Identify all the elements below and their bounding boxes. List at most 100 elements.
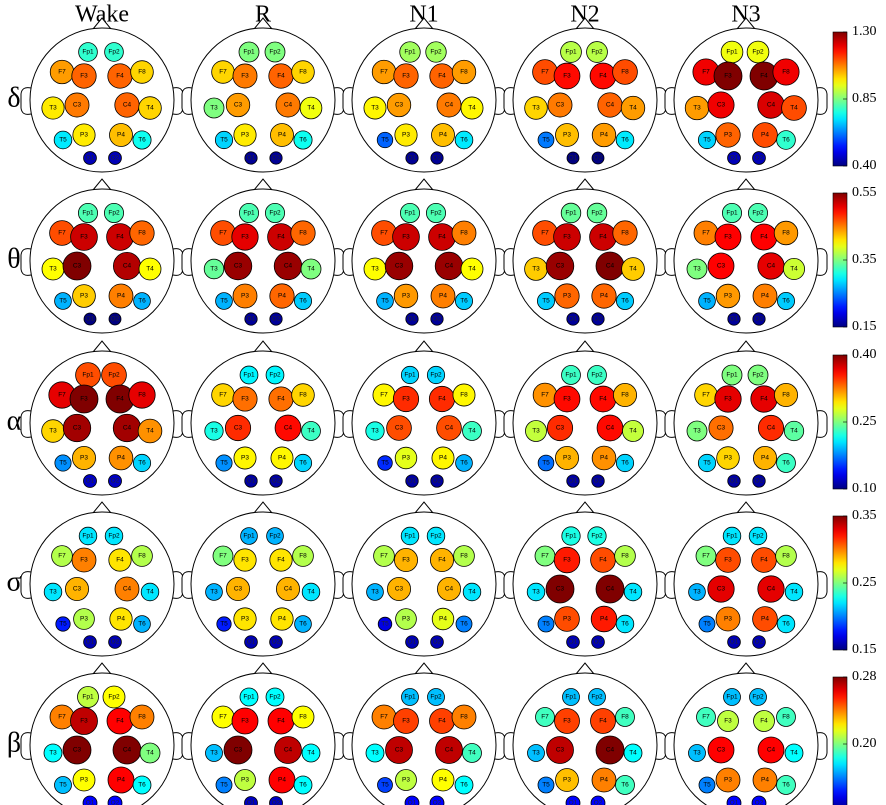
electrode-label: Fp1 <box>726 694 738 701</box>
electrode <box>108 445 134 471</box>
electrode <box>722 526 742 546</box>
ear <box>20 87 32 115</box>
electrode-label: Fp2 <box>430 372 442 379</box>
electrode <box>430 635 444 649</box>
electrode <box>747 364 769 386</box>
electrode-label: Fp2 <box>591 210 603 217</box>
electrode-label: P3 <box>402 132 410 139</box>
head <box>664 17 828 173</box>
electrode <box>404 795 420 805</box>
electrode-label: T5 <box>381 782 389 789</box>
electrode <box>715 547 741 573</box>
electrode-label: T5 <box>703 137 711 144</box>
electrode-label: O2 <box>272 155 281 162</box>
electrode-label: C4 <box>123 586 132 593</box>
electrode <box>774 382 799 407</box>
electrode-label: O1 <box>408 639 417 646</box>
electrode <box>269 283 295 309</box>
electrode-label: T3 <box>532 750 540 757</box>
head <box>181 501 345 657</box>
electrode-label: T3 <box>532 589 540 596</box>
electrode-label: P4 <box>761 777 769 784</box>
ear <box>342 571 354 599</box>
electrode-label: F7 <box>380 553 388 560</box>
electrode-label: C3 <box>556 263 565 270</box>
head <box>503 17 667 173</box>
nose <box>575 178 595 191</box>
electrode-label: C3 <box>556 586 565 593</box>
electrode <box>425 202 446 223</box>
electrode <box>130 60 154 84</box>
electrode <box>555 445 580 470</box>
nose <box>253 662 273 675</box>
head <box>503 662 667 805</box>
electrode <box>715 283 741 309</box>
electrode <box>265 687 285 707</box>
ear <box>816 732 828 760</box>
head <box>342 178 506 334</box>
electrode-label: T4 <box>790 428 798 435</box>
electrode-label: O1 <box>569 639 578 646</box>
electrode-label: Fp1 <box>82 49 94 56</box>
electrode <box>723 688 741 706</box>
colorbar-tick-label: 0.15 <box>852 319 877 334</box>
ear <box>503 410 515 438</box>
electrode-label: T3 <box>210 105 218 112</box>
electrode <box>265 365 285 385</box>
electrode <box>78 202 99 223</box>
electrode-label: O2 <box>755 800 764 805</box>
electrode-label: F8 <box>621 69 629 76</box>
electrode <box>291 705 315 729</box>
electrode-label: Fp1 <box>82 533 94 540</box>
electrode-label: T6 <box>460 298 468 305</box>
electrode-label: T4 <box>468 750 476 757</box>
electrode <box>451 59 477 85</box>
electrode-label: P4 <box>439 293 447 300</box>
electrode <box>102 685 126 709</box>
electrode-label: F8 <box>138 69 146 76</box>
electrode <box>232 283 258 309</box>
head <box>20 17 184 173</box>
head-outline <box>351 672 497 805</box>
electrode-label: T4 <box>629 589 637 596</box>
electrode-label: Fp1 <box>565 210 577 217</box>
electrode-label: Fp2 <box>752 49 764 56</box>
electrode <box>269 474 283 488</box>
electrode-label: O1 <box>569 155 578 162</box>
electrode-label: T5 <box>703 298 711 305</box>
electrode-label: F7 <box>219 69 227 76</box>
electrode-label: F8 <box>460 553 468 560</box>
electrode-label: T5 <box>381 460 389 467</box>
electrode-label: P4 <box>761 616 769 623</box>
electrode-label: T6 <box>299 460 307 467</box>
electrode-label: C3 <box>73 586 82 593</box>
electrode <box>72 123 96 147</box>
electrode <box>223 251 253 281</box>
electrode <box>231 707 259 735</box>
head <box>342 501 506 657</box>
head <box>664 178 828 334</box>
electrode <box>727 312 741 326</box>
electrode <box>139 742 161 764</box>
electrode <box>537 454 555 472</box>
ear <box>342 732 354 760</box>
electrode <box>244 474 258 488</box>
colorbar-tick-label: 1.30 <box>852 24 877 39</box>
electrode-label: T3 <box>532 105 540 112</box>
electrode-label: Fp1 <box>565 533 577 540</box>
ear <box>181 410 193 438</box>
electrode-label: T4 <box>629 750 637 757</box>
electrode-label: T4 <box>790 750 798 757</box>
electrode-label: Fp1 <box>243 372 255 379</box>
electrode-label: T6 <box>782 137 790 144</box>
electrode <box>70 223 98 251</box>
electrode <box>426 526 446 546</box>
electrode-label: T6 <box>621 137 629 144</box>
electrode-label: Fp2 <box>591 49 603 56</box>
electrode-label: F3 <box>241 557 249 564</box>
electrode-label: F3 <box>563 396 571 403</box>
electrode-label: F8 <box>299 69 307 76</box>
electrode-label: Fp1 <box>82 694 94 701</box>
nose <box>414 340 434 353</box>
electrode-label: P3 <box>80 777 88 784</box>
